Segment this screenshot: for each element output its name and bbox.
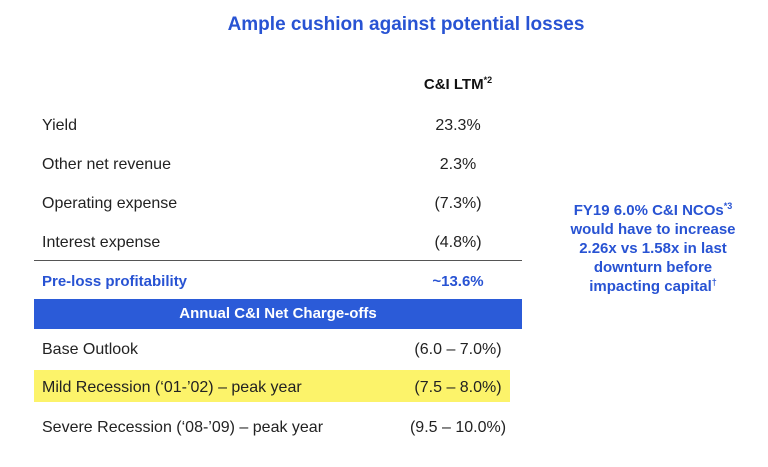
row-label: Interest expense (42, 234, 161, 251)
row-label: Operating expense (42, 195, 178, 212)
table-row: Other net revenue 2.3% (34, 149, 520, 181)
highlight-bar (34, 370, 510, 402)
row-value: (7.5 – 8.0%) (414, 379, 502, 396)
side-note: FY19 6.0% C&I NCOs*3 would have to incre… (548, 201, 758, 296)
row-value: (4.8%) (434, 234, 482, 251)
slide-title: Ample cushion against potential losses (227, 14, 585, 35)
table-row: Severe Recession (‘08-’09) – peak year (… (34, 412, 520, 444)
table-row: Base Outlook (6.0 – 7.0%) (34, 334, 520, 366)
column-header: C&I LTM*2 (398, 75, 518, 94)
row-value: (9.5 – 10.0%) (409, 419, 507, 436)
column-header-footnote: *2 (483, 75, 493, 85)
table-divider (34, 260, 522, 261)
total-row-value: ~13.6% (432, 273, 484, 290)
table-row: Interest expense (4.8%) (34, 227, 520, 259)
side-note-line: downturn before (593, 259, 713, 276)
side-note-text: impacting capital (589, 278, 712, 295)
row-label: Other net revenue (42, 156, 171, 173)
table-row: Yield 23.3% (34, 110, 520, 142)
side-note-text: FY19 6.0% C&I NCOs (573, 202, 724, 219)
side-note-line: FY19 6.0% C&I NCOs*3 (548, 201, 758, 220)
total-row-label: Pre-loss profitability (42, 273, 188, 290)
side-note-line: would have to increase (570, 221, 736, 238)
row-label: Yield (42, 117, 77, 134)
row-label: Mild Recession (‘01-’02) – peak year (42, 379, 302, 396)
row-label: Severe Recession (‘08-’09) – peak year (42, 419, 324, 436)
side-note-line: impacting capital† (548, 277, 758, 296)
row-value: (7.3%) (434, 195, 482, 212)
side-note-line: 2.26x vs 1.58x in last (579, 240, 727, 257)
table-row: Operating expense (7.3%) (34, 188, 520, 220)
total-row: Pre-loss profitability ~13.6% (34, 266, 520, 298)
side-note-footnote: † (711, 277, 717, 287)
row-value: 2.3% (439, 156, 477, 173)
section-band: Annual C&I Net Charge-offs (34, 299, 522, 329)
row-label: Base Outlook (42, 341, 139, 358)
side-note-footnote: *3 (723, 201, 733, 211)
column-header-label: C&I LTM (423, 76, 484, 93)
row-value: (6.0 – 7.0%) (414, 341, 502, 358)
row-value: 23.3% (435, 117, 481, 134)
table-row-highlighted: Mild Recession (‘01-’02) – peak year (7.… (34, 372, 520, 404)
